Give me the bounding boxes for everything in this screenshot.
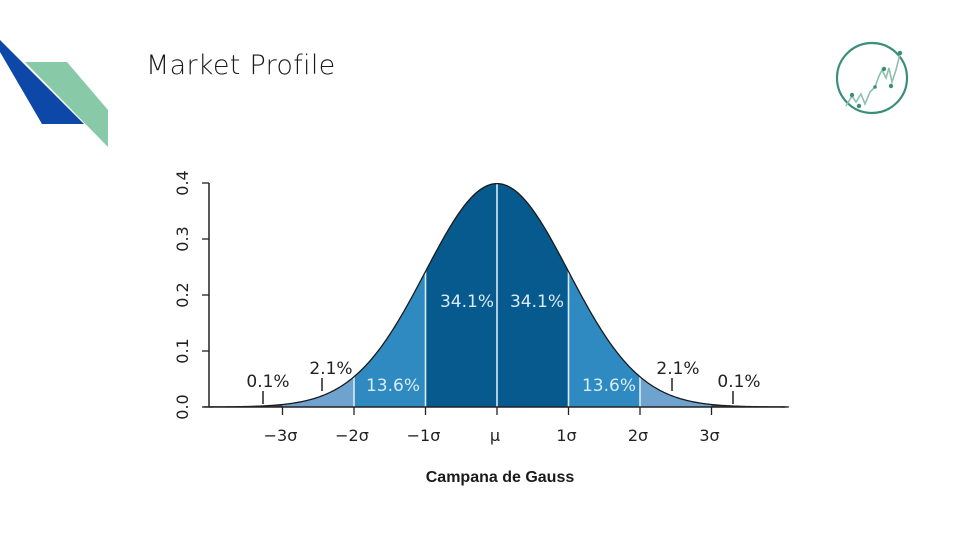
x-tick-label: 3σ <box>699 426 719 445</box>
y-tick-label: 0.2 <box>173 282 192 307</box>
region-percent-label: 34.1% <box>440 292 494 312</box>
x-tick-label: 2σ <box>628 426 648 445</box>
chart-axes: 0.0 0.1 0.2 0.3 0.4 −3σ −2σ −1σ μ 1σ 2σ 3σ <box>173 170 785 445</box>
y-tick-label: 0.3 <box>173 226 192 251</box>
distribution-bands <box>203 183 791 407</box>
chart-caption: Campana de Gauss <box>425 469 575 486</box>
region-percent-label: 2.1% <box>309 359 352 379</box>
y-tick-label: 0.1 <box>173 338 192 363</box>
curve-line <box>203 182 789 408</box>
x-tick-label: 1σ <box>556 426 576 445</box>
blue-stripe <box>0 40 84 124</box>
stock-chart-circle-icon <box>835 41 909 115</box>
green-stripe <box>25 62 108 147</box>
x-tick-label: −1σ <box>407 426 441 445</box>
bell-curve <box>203 182 789 408</box>
decorative-stripes <box>0 40 108 147</box>
band-6 <box>640 376 712 407</box>
band-1 <box>282 376 354 407</box>
y-tick-label: 0.0 <box>173 394 192 419</box>
x-tick-label: −2σ <box>335 426 369 445</box>
region-percent-label: 13.6% <box>582 376 636 396</box>
chart-labels: 0.1% 2.1% 13.6% 34.1% 34.1% 13.6% 2.1% 0.1% <box>246 292 761 404</box>
x-tick-label: μ <box>490 426 500 445</box>
region-percent-label: 2.1% <box>656 359 699 379</box>
page-title: Market Profile <box>146 50 336 81</box>
region-percent-label: 0.1% <box>246 372 289 392</box>
region-percent-label: 13.6% <box>366 376 420 396</box>
x-tick-label: −3σ <box>264 426 298 445</box>
region-percent-label: 0.1% <box>717 372 760 392</box>
y-tick-label: 0.4 <box>173 170 192 195</box>
region-percent-label: 34.1% <box>510 292 564 312</box>
